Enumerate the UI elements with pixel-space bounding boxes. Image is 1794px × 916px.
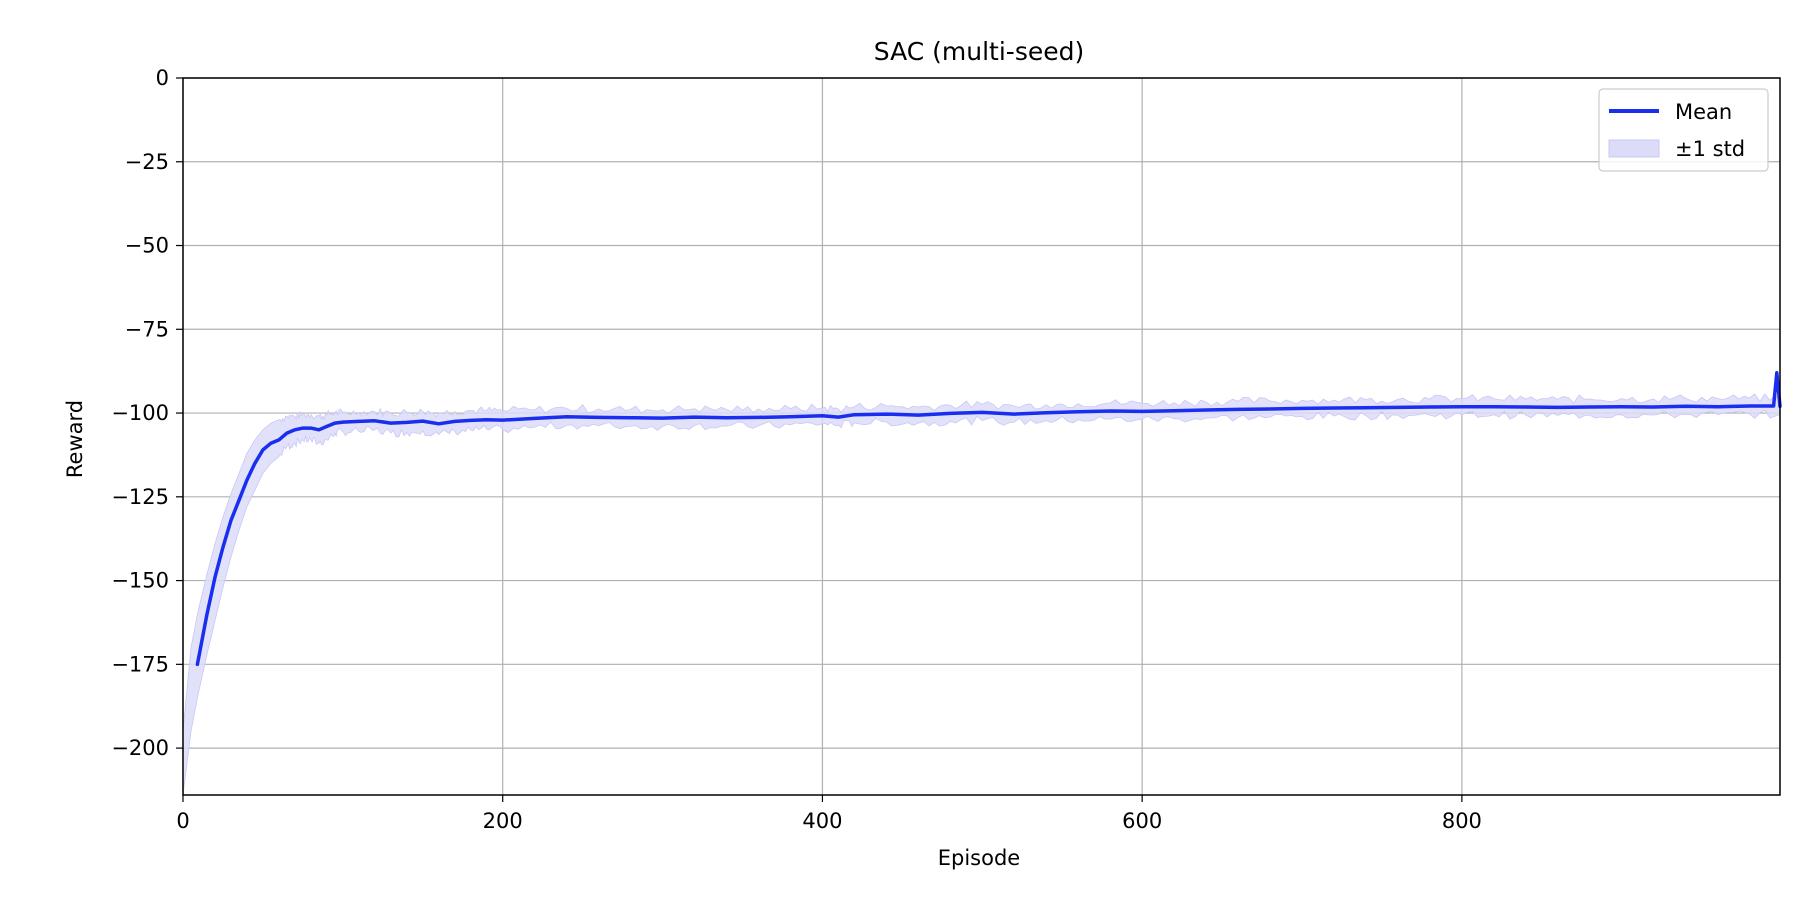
x-tick-label: 800 [1442, 809, 1482, 833]
y-ticks: 0 −25 −50 −75 −100 −125 −150 −175 −200 [111, 66, 183, 760]
plot-frame [182, 77, 1781, 796]
x-tick-label: 400 [802, 809, 842, 833]
y-tick-label: −175 [111, 652, 169, 676]
mean-line [195, 371, 1782, 667]
y-axis-label: Reward [63, 400, 87, 478]
grid-lines [182, 77, 1780, 795]
y-tick-label: −25 [125, 150, 169, 174]
y-tick-label: 0 [156, 66, 169, 90]
y-tick-label: −200 [111, 736, 169, 760]
x-tick-label: 200 [483, 809, 523, 833]
y-tick-label: −125 [111, 485, 169, 509]
std-band-area [182, 393, 1781, 796]
x-tick-label: 0 [176, 809, 189, 833]
x-tick-label: 600 [1122, 809, 1162, 833]
y-tick-label: −75 [125, 317, 169, 341]
x-axis-label: Episode [938, 846, 1020, 870]
std-band-layer [182, 393, 1781, 796]
legend: Mean ±1 std [1598, 88, 1769, 172]
chart-title: SAC (multi-seed) [874, 37, 1084, 66]
mean-line-layer [195, 371, 1782, 667]
y-tick-label: −150 [111, 569, 169, 593]
legend-std-swatch [1608, 139, 1660, 158]
y-tick-label: −100 [111, 401, 169, 425]
x-ticks: 0 200 400 600 800 [176, 795, 1482, 833]
legend-std-label: ±1 std [1675, 137, 1745, 161]
legend-mean-label: Mean [1675, 100, 1732, 124]
y-tick-label: −50 [125, 234, 169, 258]
